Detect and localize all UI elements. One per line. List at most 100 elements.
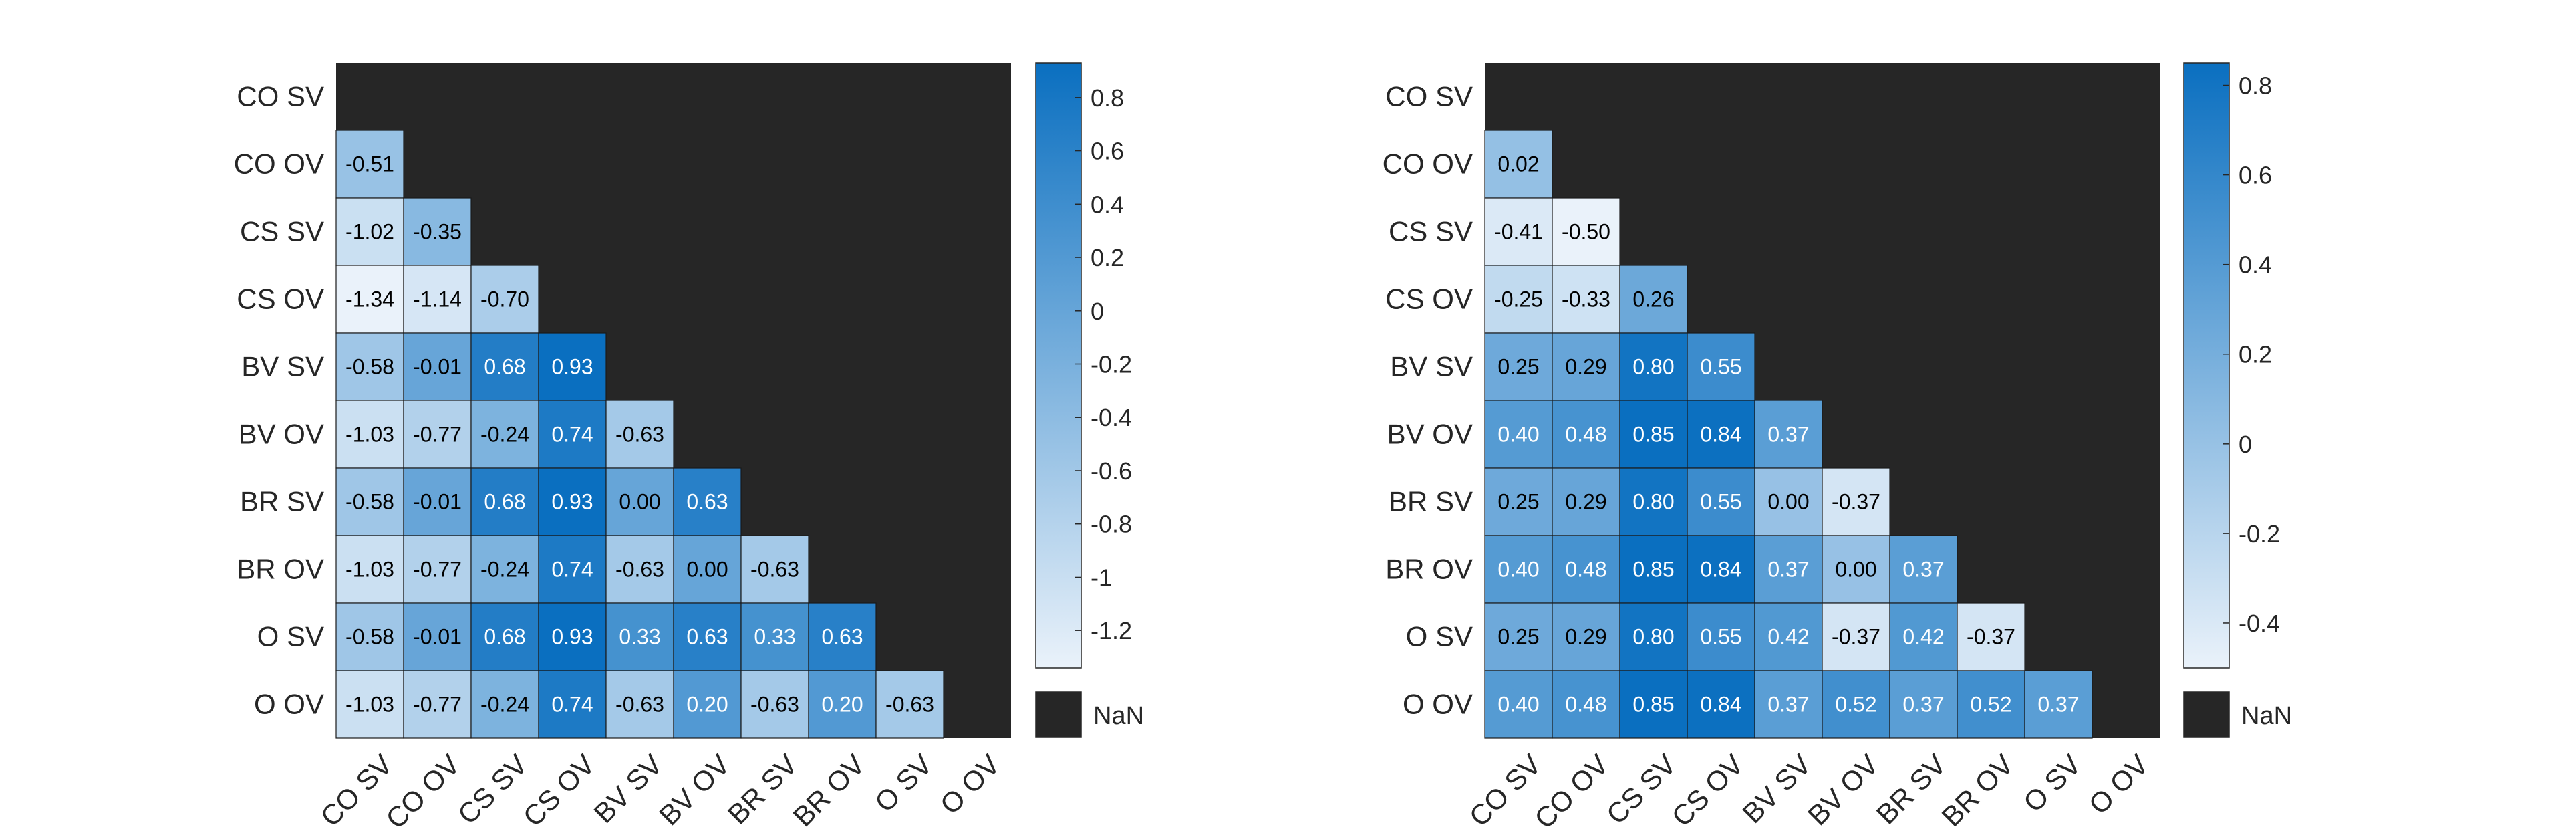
cell-value-label: 0.55 [1700,355,1741,379]
cell-fill [1484,670,1553,739]
cell-fill [403,400,472,469]
cell-value-label: 0.00 [619,490,660,514]
heatmap-cell: -1.02 [335,197,404,266]
cell-fill [740,535,809,604]
cell-fill [673,670,742,739]
heatmap-cell: 0.37 [1889,535,1958,604]
cell-fill [1822,535,1890,604]
cell-value-label: 0.00 [686,558,728,582]
cell-fill [470,332,539,401]
cell-value-label: 0.85 [1632,693,1674,717]
colorbar [2183,62,2230,669]
cell-value-label: 0.37 [1767,423,1809,447]
heatmap-cell: -0.50 [1552,197,1620,266]
heatmap-cell: 0.37 [2024,670,2093,739]
nan-swatch [2183,691,2230,738]
cell-fill [1484,332,1553,401]
heatmap-cell: -0.63 [605,400,674,469]
cell-value-label: -0.35 [413,220,462,244]
heatmap-cell: 0.63 [808,602,877,671]
cell-value-label: 0.68 [484,490,525,514]
cell-value-label: -0.37 [1967,625,2015,649]
cell-value-label: 0.00 [1835,558,1876,582]
cell-fill [1619,670,1688,739]
cell-value-label: -0.33 [1562,287,1610,312]
heatmap-cell: 0.74 [538,670,607,739]
cell-value-label: 0.55 [1700,625,1741,649]
heatmap-cell: 0.40 [1484,400,1553,469]
cell-value-label: 0.25 [1497,490,1539,514]
cell-value-label: -1.14 [413,287,462,312]
row-label: O SV [257,621,324,653]
heatmap-cell: -0.58 [335,332,404,401]
cell-value-label: 0.48 [1565,693,1606,717]
heatmap-cell: 0.55 [1687,602,1755,671]
heatmap-cell: 0.74 [538,400,607,469]
heatmap-cell: -1.03 [335,535,404,604]
heatmap-cell: 0.84 [1687,670,1755,739]
heatmap-cell: 0.29 [1552,332,1620,401]
column-label: BV SV [1736,748,1817,829]
cell-fill [605,670,674,739]
cell-value-label: 0.33 [619,625,660,649]
column-label: O OV [934,748,1006,820]
column-label: BR SV [722,748,803,829]
heatmap-cell: -0.77 [403,535,472,604]
cell-fill [1619,265,1688,334]
cell-fill [1957,602,2025,671]
heatmap-cell: 0.93 [538,332,607,401]
cell-fill [470,670,539,739]
heatmap-cell: 0.55 [1687,332,1755,401]
heatmap-cell: 0.00 [1822,535,1890,604]
cell-value-label: -1.03 [345,558,394,582]
heatmap-1: -0.51 -1.02 -0.35 -1.34 -1.14 -0.70 -0.58 -0.01… [234,62,1144,829]
heatmap-cell: 0.52 [1957,670,2025,739]
heatmap-cell: -1.34 [335,265,404,334]
cell-value-label: 0.84 [1700,693,1741,717]
heatmap-cell: 0.84 [1687,400,1755,469]
cell-value-label: 0.20 [821,693,863,717]
row-label: BR SV [1389,486,1473,517]
colorbar-tick-label: -0.2 [2239,520,2280,548]
cell-fill [605,467,674,536]
cell-fill [1687,332,1755,401]
heatmap-cell: -0.01 [403,467,472,536]
column-label: CS OV [1665,748,1749,829]
cell-value-label: -1.34 [345,287,394,312]
heatmap-cell: -0.24 [470,670,539,739]
cell-value-label: -0.24 [480,693,529,717]
heatmap-cell: 0.00 [673,535,742,604]
heatmap-cell: 0.93 [538,602,607,671]
heatmap-cell: -1.03 [335,670,404,739]
colorbar-tick-label: -0.8 [1091,511,1132,538]
colorbar-tick-label: 0.4 [2239,251,2272,279]
heatmap-cell: -0.77 [403,670,472,739]
cell-value-label: 0.37 [1902,558,1944,582]
heatmap-cell: 0.37 [1889,670,1958,739]
row-label: O OV [254,689,324,720]
cell-fill [1552,265,1620,334]
cell-fill [403,535,472,604]
cell-value-label: 0.74 [551,423,593,447]
cell-fill [1754,535,1823,604]
cell-value-label: 0.52 [1970,693,2011,717]
cell-fill [1484,535,1553,604]
cell-fill [1619,467,1688,536]
heatmap-cell: 0.26 [1619,265,1688,334]
heatmap-cell: -0.37 [1822,602,1890,671]
heatmap-cell: 0.85 [1619,670,1688,739]
heatmap-cell: -0.77 [403,400,472,469]
row-label: BV SV [1390,351,1473,382]
cell-fill [1687,467,1755,536]
colorbar-tick-label: 0 [2239,431,2252,458]
cell-value-label: 0.52 [1835,693,1876,717]
cell-fill [335,467,404,536]
cell-fill [335,670,404,739]
cell-value-label: -0.77 [413,423,462,447]
row-label: CO OV [1383,148,1473,180]
heatmap-2: 0.02-0.41 -0.50-0.25 -0.33 0.260.25 0.29 0.80… [1383,62,2292,829]
heatmap-cell: 0.63 [673,602,742,671]
heatmap-cell: 0.42 [1889,602,1958,671]
heatmap-cell: 0.42 [1754,602,1823,671]
cell-value-label: 0.26 [1632,287,1674,312]
